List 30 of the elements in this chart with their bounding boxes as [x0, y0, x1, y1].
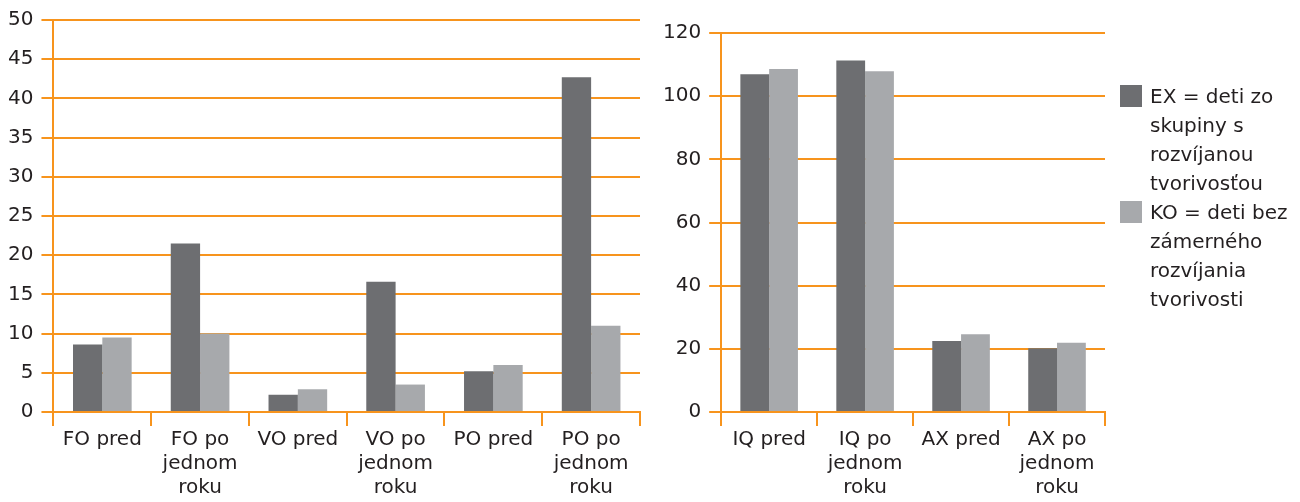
y-tick-label: 35	[8, 123, 34, 148]
y-tick-label: 50	[8, 6, 34, 31]
y-tick-label: 10	[8, 319, 34, 344]
x-tick-label: IQ pred	[732, 426, 806, 451]
x-tick-label: AX pred	[921, 426, 1001, 451]
y-tick-label: 45	[8, 45, 34, 70]
y-tick-label: 15	[8, 280, 34, 305]
y-tick-label: 80	[675, 145, 702, 170]
x-tick-label: VO po jednom roku	[357, 426, 434, 499]
y-tick-label: 0	[688, 398, 702, 423]
x-tick-label: AX po jednom roku	[1018, 426, 1095, 499]
y-tick-label: 40	[8, 84, 34, 109]
x-tick-label: VO pred	[257, 426, 339, 451]
legend-label: EX = deti zo skupiny s rozvíjanou tvorivosťou	[1150, 83, 1275, 197]
x-tick-label: IQ po jednom roku	[826, 426, 903, 499]
y-tick-label: 20	[675, 335, 702, 360]
x-tick-label: FO po jednom roku	[161, 426, 238, 499]
x-tick-label: PO pred	[453, 426, 534, 451]
y-tick-label: 100	[662, 82, 702, 107]
legend-label: KO = deti bez zámerného rozvíjania tvorivosti	[1150, 199, 1289, 313]
y-tick-label: 120	[662, 19, 702, 44]
y-tick-label: 40	[675, 271, 702, 296]
x-tick-label: PO po jednom roku	[552, 426, 629, 499]
y-tick-label: 5	[20, 359, 34, 383]
y-tick-label: 25	[8, 202, 34, 227]
y-tick-label: 60	[675, 208, 702, 233]
y-tick-label: 20	[8, 241, 34, 266]
x-tick-label: FO pred	[62, 426, 142, 451]
y-tick-label: 30	[8, 163, 34, 187]
y-tick-label: 0	[20, 398, 34, 423]
